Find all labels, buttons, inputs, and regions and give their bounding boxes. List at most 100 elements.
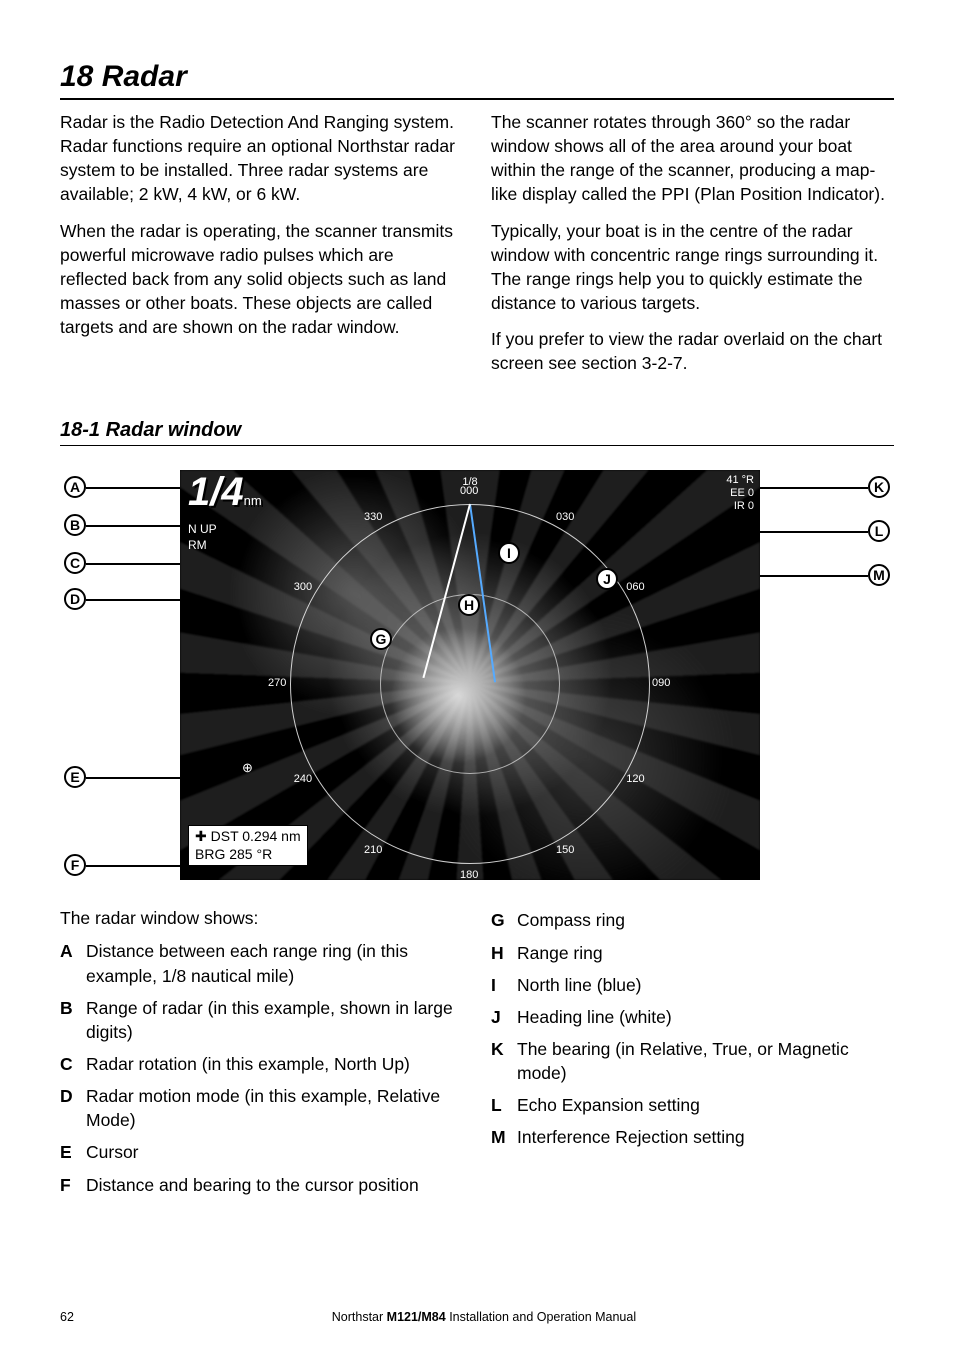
cursor-icon: ⊕ <box>242 760 253 776</box>
compass-tick: 330 <box>364 511 382 523</box>
radar-screenshot: 1/4nm 1/8 N UP RM 41 °R EE 0 IR 0 ⊕ ✚ DS… <box>180 470 760 880</box>
leader <box>86 865 180 867</box>
echo-expansion: EE 0 <box>730 487 754 499</box>
range-number: 1/4 <box>188 470 244 514</box>
legend-letter: E <box>60 1140 86 1164</box>
status-stack: 41 °R EE 0 IR 0 <box>726 474 754 512</box>
legend-right: GCompass ringHRange ringINorth line (blu… <box>491 908 894 1204</box>
compass-tick: 090 <box>652 677 670 689</box>
legend-letter: I <box>491 973 517 997</box>
interference-rejection: IR 0 <box>734 500 754 512</box>
legend-text: Echo Expansion setting <box>517 1093 700 1117</box>
cursor-readout: ✚ DST 0.294 nm BRG 285 °R <box>188 825 308 866</box>
leader <box>760 487 868 489</box>
compass-tick: 120 <box>626 773 644 785</box>
legend-row: JHeading line (white) <box>491 1005 894 1029</box>
legend-letter: L <box>491 1093 517 1117</box>
leader <box>86 777 180 779</box>
legend-letter: G <box>491 908 517 932</box>
footer-title: Northstar M121/M84 Installation and Oper… <box>60 1310 894 1324</box>
legend-letter: H <box>491 941 517 965</box>
page-number: 62 <box>60 1310 74 1324</box>
radar-diagram: ABCDEF KLM 1/4nm 1/8 N UP RM 41 °R EE 0 … <box>60 460 894 890</box>
legend-row: HRange ring <box>491 941 894 965</box>
compass-tick: 060 <box>626 581 644 593</box>
legend-intro: The radar window shows: <box>60 908 463 929</box>
para: If you prefer to view the radar overlaid… <box>491 327 894 375</box>
callout-D: D <box>64 588 86 610</box>
legend-text: Radar rotation (in this example, North U… <box>86 1052 410 1076</box>
legend-text: Range of radar (in this example, shown i… <box>86 996 463 1044</box>
legend-row: ADistance between each range ring (in th… <box>60 939 463 987</box>
leader <box>760 575 868 577</box>
footer-suffix: Installation and Operation Manual <box>446 1310 636 1324</box>
legend-row: BRange of radar (in this example, shown … <box>60 996 463 1044</box>
legend-text: Range ring <box>517 941 603 965</box>
leader <box>760 531 868 533</box>
legend-text: North line (blue) <box>517 973 642 997</box>
legend-letter: M <box>491 1125 517 1149</box>
legend-text: Interference Rejection setting <box>517 1125 745 1149</box>
legend-text: Heading line (white) <box>517 1005 672 1029</box>
leader <box>86 599 180 601</box>
compass-tick: 240 <box>294 773 312 785</box>
compass-tick: 150 <box>556 844 574 856</box>
legend-row: DRadar motion mode (in this example, Rel… <box>60 1084 463 1132</box>
leader <box>86 487 180 489</box>
intro-columns: Radar is the Radio Detection And Ranging… <box>60 110 894 387</box>
compass-tick: 180 <box>460 869 478 880</box>
callout-A: A <box>64 476 86 498</box>
intro-left: Radar is the Radio Detection And Ranging… <box>60 110 463 387</box>
legend-letter: J <box>491 1005 517 1029</box>
para: The scanner rotates through 360° so the … <box>491 110 894 207</box>
callout-F: F <box>64 854 86 876</box>
legend-letter: C <box>60 1052 86 1076</box>
cursor-brg: BRG 285 °R <box>195 846 272 862</box>
legend-text: Radar motion mode (in this example, Rela… <box>86 1084 463 1132</box>
range-unit: nm <box>244 493 262 508</box>
para: When the radar is operating, the scanner… <box>60 219 463 340</box>
range-ring <box>380 594 560 774</box>
compass-tick: 300 <box>294 581 312 593</box>
footer-prefix: Northstar <box>332 1310 387 1324</box>
legend-row: FDistance and bearing to the cursor posi… <box>60 1173 463 1197</box>
callout-K: K <box>868 476 890 498</box>
legend-text: Compass ring <box>517 908 625 932</box>
legend-letter: D <box>60 1084 86 1132</box>
page-footer: 62 Northstar M121/M84 Installation and O… <box>60 1310 894 1324</box>
motion-mode: RM <box>188 538 207 552</box>
legend-row: GCompass ring <box>491 908 894 932</box>
rotation-mode: N UP <box>188 522 217 536</box>
legend-row: INorth line (blue) <box>491 973 894 997</box>
legend-letter: F <box>60 1173 86 1197</box>
legend-row: ECursor <box>60 1140 463 1164</box>
legend-text: The bearing (in Relative, True, or Magne… <box>517 1037 894 1085</box>
callout-L: L <box>868 520 890 542</box>
callout-C: C <box>64 552 86 574</box>
compass-tick: 030 <box>556 511 574 523</box>
compass-tick: 000 <box>460 485 478 497</box>
legend-letter: K <box>491 1037 517 1085</box>
callout-E: E <box>64 766 86 788</box>
section-title: 18-1 Radar window <box>60 419 894 446</box>
footer-model: M121/M84 <box>387 1310 446 1324</box>
legend-row: LEcho Expansion setting <box>491 1093 894 1117</box>
legend-row: MInterference Rejection setting <box>491 1125 894 1149</box>
chapter-title: 18 Radar <box>60 60 894 100</box>
legend-lists: The radar window shows: ADistance betwee… <box>60 908 894 1204</box>
para: Typically, your boat is in the centre of… <box>491 219 894 316</box>
legend-text: Distance between each range ring (in thi… <box>86 939 463 987</box>
bearing-mode: 41 °R <box>726 474 754 486</box>
legend-left: The radar window shows: ADistance betwee… <box>60 908 463 1204</box>
leader <box>86 563 180 565</box>
intro-right: The scanner rotates through 360° so the … <box>491 110 894 387</box>
leader <box>86 525 180 527</box>
para: Radar is the Radio Detection And Ranging… <box>60 110 463 207</box>
cursor-dst: DST 0.294 nm <box>211 828 301 844</box>
legend-text: Distance and bearing to the cursor posit… <box>86 1173 419 1197</box>
legend-letter: B <box>60 996 86 1044</box>
range-value: 1/4nm <box>188 476 262 508</box>
legend-text: Cursor <box>86 1140 139 1164</box>
callout-M: M <box>868 564 890 586</box>
compass-tick: 270 <box>268 677 286 689</box>
